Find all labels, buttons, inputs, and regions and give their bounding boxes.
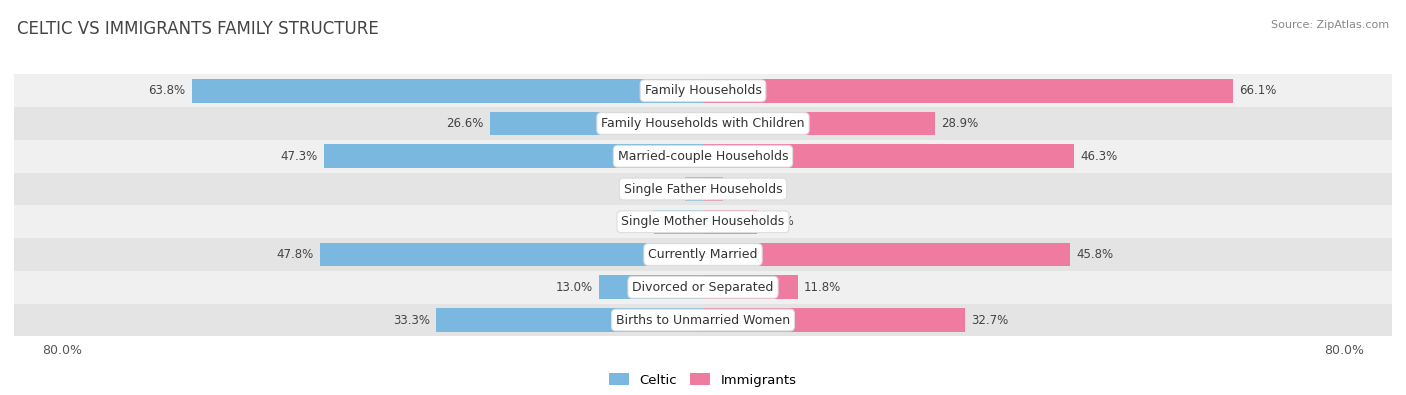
Bar — [654, 210, 703, 233]
Bar — [14, 238, 1392, 271]
Bar — [436, 308, 703, 332]
Text: Single Father Households: Single Father Households — [624, 182, 782, 196]
Bar — [14, 107, 1392, 140]
Text: 47.8%: 47.8% — [277, 248, 314, 261]
Bar — [489, 112, 703, 135]
Text: 28.9%: 28.9% — [941, 117, 979, 130]
Bar — [703, 177, 723, 201]
Text: 6.8%: 6.8% — [763, 215, 793, 228]
Text: 33.3%: 33.3% — [392, 314, 430, 327]
Bar — [703, 145, 1074, 168]
Text: Births to Unmarried Women: Births to Unmarried Women — [616, 314, 790, 327]
Bar — [703, 79, 1233, 103]
Text: 46.3%: 46.3% — [1080, 150, 1118, 163]
Text: 66.1%: 66.1% — [1239, 84, 1277, 97]
Text: 47.3%: 47.3% — [280, 150, 318, 163]
Bar — [703, 210, 758, 233]
Bar — [703, 308, 965, 332]
Text: Family Households: Family Households — [644, 84, 762, 97]
Bar — [325, 145, 703, 168]
Text: 45.8%: 45.8% — [1077, 248, 1114, 261]
Legend: Celtic, Immigrants: Celtic, Immigrants — [605, 368, 801, 392]
Bar — [703, 243, 1070, 266]
Text: 2.3%: 2.3% — [648, 182, 678, 196]
Bar — [14, 205, 1392, 238]
Text: 6.1%: 6.1% — [617, 215, 648, 228]
Text: 26.6%: 26.6% — [446, 117, 484, 130]
Text: Divorced or Separated: Divorced or Separated — [633, 281, 773, 294]
Bar — [14, 74, 1392, 107]
Text: 2.5%: 2.5% — [730, 182, 759, 196]
Bar — [685, 177, 703, 201]
Text: 32.7%: 32.7% — [972, 314, 1008, 327]
Bar — [191, 79, 703, 103]
Bar — [321, 243, 703, 266]
Text: 63.8%: 63.8% — [149, 84, 186, 97]
Text: CELTIC VS IMMIGRANTS FAMILY STRUCTURE: CELTIC VS IMMIGRANTS FAMILY STRUCTURE — [17, 20, 378, 38]
Bar — [14, 173, 1392, 205]
Bar — [599, 275, 703, 299]
Text: Married-couple Households: Married-couple Households — [617, 150, 789, 163]
Text: 13.0%: 13.0% — [555, 281, 592, 294]
Text: Currently Married: Currently Married — [648, 248, 758, 261]
Bar — [14, 271, 1392, 304]
Text: 11.8%: 11.8% — [804, 281, 841, 294]
Text: Family Households with Children: Family Households with Children — [602, 117, 804, 130]
Bar — [703, 112, 935, 135]
Bar — [14, 140, 1392, 173]
Bar — [703, 275, 797, 299]
Bar — [14, 304, 1392, 337]
Text: Source: ZipAtlas.com: Source: ZipAtlas.com — [1271, 20, 1389, 30]
Text: Single Mother Households: Single Mother Households — [621, 215, 785, 228]
